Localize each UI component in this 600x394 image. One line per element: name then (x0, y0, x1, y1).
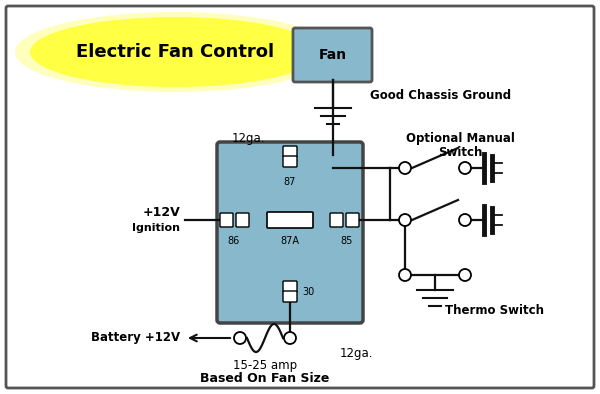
Circle shape (234, 332, 246, 344)
Text: Electric Fan Control: Electric Fan Control (76, 43, 274, 61)
Ellipse shape (30, 17, 320, 87)
FancyBboxPatch shape (330, 213, 343, 227)
Circle shape (399, 214, 411, 226)
Text: Fan: Fan (319, 48, 347, 62)
Text: 15-25 amp: 15-25 amp (233, 359, 297, 372)
Text: 12ga.: 12ga. (232, 132, 265, 145)
Text: 87: 87 (284, 177, 296, 187)
Text: Battery +12V: Battery +12V (91, 331, 180, 344)
Circle shape (399, 162, 411, 174)
Text: Based On Fan Size: Based On Fan Size (200, 372, 329, 385)
Text: Thermo Switch: Thermo Switch (445, 303, 544, 316)
FancyBboxPatch shape (283, 156, 297, 167)
Circle shape (459, 269, 471, 281)
Text: 87A: 87A (281, 236, 299, 246)
FancyBboxPatch shape (217, 142, 363, 323)
FancyBboxPatch shape (236, 213, 249, 227)
Circle shape (284, 332, 296, 344)
Text: 30: 30 (302, 287, 314, 297)
FancyBboxPatch shape (346, 213, 359, 227)
Circle shape (399, 269, 411, 281)
Text: Good Chassis Ground: Good Chassis Ground (370, 89, 511, 102)
FancyBboxPatch shape (6, 6, 594, 388)
FancyBboxPatch shape (293, 28, 372, 82)
FancyBboxPatch shape (283, 281, 297, 292)
Text: 86: 86 (227, 236, 239, 246)
FancyBboxPatch shape (283, 291, 297, 302)
Text: 12ga.: 12ga. (340, 346, 373, 359)
FancyBboxPatch shape (283, 146, 297, 157)
Circle shape (459, 214, 471, 226)
FancyBboxPatch shape (267, 212, 313, 228)
Circle shape (459, 162, 471, 174)
Text: Optional Manual: Optional Manual (406, 132, 514, 145)
Text: Switch: Switch (438, 145, 482, 158)
FancyBboxPatch shape (220, 213, 233, 227)
Text: +12V: +12V (142, 206, 180, 219)
Text: 85: 85 (341, 236, 353, 246)
Ellipse shape (15, 12, 335, 92)
Text: Ignition: Ignition (132, 223, 180, 233)
